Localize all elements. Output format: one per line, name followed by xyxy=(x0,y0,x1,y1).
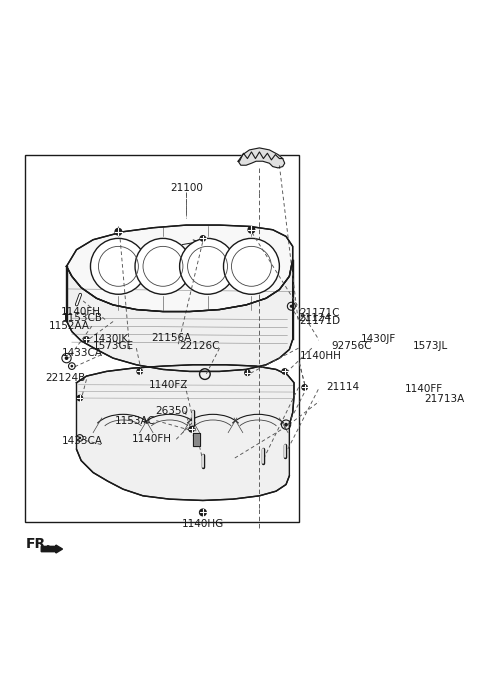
Text: 1140HG: 1140HG xyxy=(182,519,224,529)
Text: 21171D: 21171D xyxy=(300,316,340,326)
Circle shape xyxy=(84,337,89,342)
Text: 21100: 21100 xyxy=(170,183,203,193)
Text: 1140FH: 1140FH xyxy=(61,307,101,317)
Text: 21713A: 21713A xyxy=(424,395,465,404)
Circle shape xyxy=(248,226,255,233)
Circle shape xyxy=(90,238,146,294)
Text: 92756C: 92756C xyxy=(331,341,372,351)
Polygon shape xyxy=(76,365,294,500)
Text: 1430JK: 1430JK xyxy=(93,334,129,345)
Text: 1433CA: 1433CA xyxy=(62,436,103,446)
Text: 1573GE: 1573GE xyxy=(93,341,134,351)
Text: 21156A: 21156A xyxy=(152,332,192,343)
Circle shape xyxy=(200,236,205,241)
FancyArrow shape xyxy=(41,545,62,553)
Text: 22126C: 22126C xyxy=(180,341,220,351)
Text: 1140HH: 1140HH xyxy=(300,351,341,361)
Text: 22124B: 22124B xyxy=(45,373,85,383)
Text: 1430JF: 1430JF xyxy=(360,334,396,345)
Text: 26350: 26350 xyxy=(156,406,189,416)
Circle shape xyxy=(189,427,194,432)
Text: 21124: 21124 xyxy=(298,313,331,322)
Text: 21171C: 21171C xyxy=(300,308,340,318)
Circle shape xyxy=(115,228,122,235)
Circle shape xyxy=(245,370,250,376)
Circle shape xyxy=(65,356,68,360)
Circle shape xyxy=(282,369,288,374)
Bar xyxy=(25,154,300,523)
Polygon shape xyxy=(238,148,285,168)
Circle shape xyxy=(224,238,279,294)
Bar xyxy=(193,433,200,446)
Text: 1152AA: 1152AA xyxy=(48,321,90,331)
Polygon shape xyxy=(67,260,293,372)
Polygon shape xyxy=(67,225,293,311)
Circle shape xyxy=(71,365,73,368)
Text: FR.: FR. xyxy=(25,538,51,551)
Text: 1140FH: 1140FH xyxy=(132,434,172,444)
Circle shape xyxy=(180,238,236,294)
Text: 1153AC: 1153AC xyxy=(114,416,156,426)
Text: 1140FF: 1140FF xyxy=(405,385,443,395)
Circle shape xyxy=(200,509,206,516)
Circle shape xyxy=(284,422,288,427)
Circle shape xyxy=(290,305,293,308)
Circle shape xyxy=(79,437,81,439)
Circle shape xyxy=(302,385,307,390)
Text: 21114: 21114 xyxy=(326,383,359,393)
Text: 1573JL: 1573JL xyxy=(412,341,448,351)
Text: 1433CA: 1433CA xyxy=(62,348,103,358)
Circle shape xyxy=(77,395,83,401)
Circle shape xyxy=(137,369,143,374)
Text: 1153CB: 1153CB xyxy=(62,313,103,323)
Text: 1140FZ: 1140FZ xyxy=(148,380,188,391)
Circle shape xyxy=(135,238,191,294)
